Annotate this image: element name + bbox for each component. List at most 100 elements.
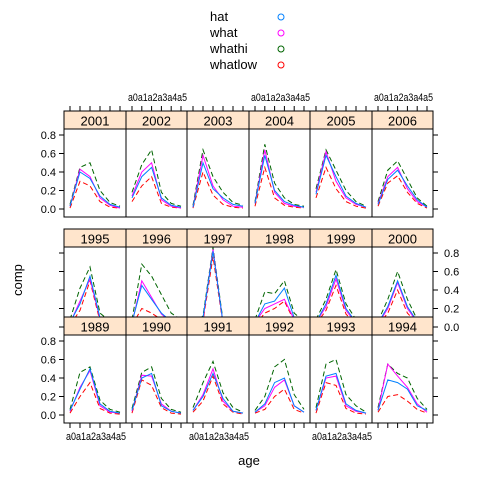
panel-grid: 2001 2002 2003 2004 2005 2006 1995 1996 1997 1998…: [63, 110, 434, 424]
series-what-2005: [315, 149, 367, 208]
strip-label-1997: 1997: [204, 232, 233, 247]
strip-label-2005: 2005: [327, 114, 356, 129]
y-tick-label: 0.6: [41, 355, 56, 367]
series-whathi-1995: [69, 265, 121, 325]
y-tick-label: 0.4: [444, 285, 459, 297]
series-whathi-1999: [315, 267, 367, 325]
strip-label-2003: 2003: [204, 114, 233, 129]
y-tick-label: 0.0: [41, 204, 56, 216]
series-whatlow-1990: [131, 379, 182, 415]
axes: 0.0 0.2 0.4 0.6 0.8 0.0 0.2 0.4 0.6 0.8 0.0 0.2 0.4 0…: [41, 92, 460, 443]
series-whathi-2005: [315, 148, 367, 207]
series-whathi-2001: [69, 162, 121, 207]
strip-label-1994: 1994: [388, 320, 417, 335]
plot-frame-2003: [186, 128, 250, 218]
strip-label-1990: 1990: [142, 320, 171, 335]
series-whathi-1998: [254, 279, 305, 322]
strip-label-2006: 2006: [388, 114, 417, 129]
series-whatlow-1998: [254, 300, 305, 326]
strip-label-1993: 1993: [327, 320, 356, 335]
plot-frame-1989: [63, 334, 127, 424]
plot-frame-2002: [125, 128, 188, 218]
series-whatlow-2006: [377, 174, 428, 209]
legend-marker-whatlow: [277, 61, 285, 69]
plot-frame-2001: [63, 128, 127, 218]
panel-2002: 2002: [125, 110, 188, 218]
legend-label-what: what: [209, 25, 238, 40]
y-tick-label: 0.8: [444, 248, 459, 260]
panel-1991: 1991: [186, 316, 250, 424]
strip-label-2001: 2001: [81, 114, 110, 129]
x-tick-labels: a0a1a2a3a4a5: [251, 92, 310, 104]
x-tick-labels: a0a1a2a3a4a5: [312, 431, 372, 443]
strip-label-1989: 1989: [81, 320, 110, 335]
series-whathi-2006: [377, 160, 428, 207]
series-whatlow-2004: [254, 165, 305, 209]
legend-marker-hat: [277, 13, 285, 21]
series-whathi-2002: [131, 148, 182, 207]
series-whathi-1996: [131, 262, 182, 321]
strip-label-2000: 2000: [388, 232, 417, 247]
series-what-1989: [69, 369, 121, 414]
series-whathi-1989: [69, 366, 121, 413]
panel-1993: 1993: [309, 316, 373, 424]
panel-2004: 2004: [248, 110, 311, 218]
series-hat-1990: [131, 372, 182, 414]
series-hat-2003: [192, 161, 244, 208]
plot-frame-1994: [371, 334, 434, 424]
y-tick-label: 0.6: [444, 267, 459, 279]
series-whathi-2003: [192, 147, 244, 206]
x-tick-labels: a0a1a2a3a4a5: [189, 431, 249, 443]
series-whathi-1990: [131, 366, 182, 413]
series-what-1994: [377, 362, 428, 413]
series-whatlow-1994: [377, 394, 428, 414]
legend-marker-what: [277, 29, 285, 37]
series-whatlow-2005: [315, 166, 367, 209]
y-tick-label: 0.0: [41, 410, 56, 422]
strip-label-2004: 2004: [265, 114, 294, 129]
panel-2006: 2006: [371, 110, 434, 218]
series-whatlow-1989: [69, 381, 121, 415]
strip-label-1996: 1996: [142, 232, 171, 247]
y-tick-label: 0.2: [41, 392, 56, 404]
series-whatlow-2003: [192, 170, 244, 209]
y-tick-label: 0.8: [41, 336, 56, 348]
series-whatlow-1992: [254, 388, 305, 414]
panel-2001: 2001: [63, 110, 127, 218]
x-tick-labels: a0a1a2a3a4a5: [374, 92, 433, 104]
series-whatlow-1997: [192, 256, 243, 327]
y-tick-label: 0.2: [444, 304, 459, 316]
series-hat-1989: [69, 367, 121, 414]
y-tick-label: 0.4: [41, 373, 56, 385]
panel-2005: 2005: [309, 110, 373, 218]
series-what-2004: [254, 149, 305, 208]
series-hat-2002: [131, 166, 182, 208]
series-what-1993: [315, 375, 367, 414]
plot-frame-2006: [371, 128, 434, 218]
series-hat-1997: [192, 251, 244, 327]
x-tick-labels: a0a1a2a3a4a5: [66, 431, 126, 443]
strip-label-2002: 2002: [142, 114, 171, 129]
series-whatlow-2001: [69, 180, 121, 209]
series-hat-2001: [69, 171, 121, 208]
series-hat-2004: [254, 155, 305, 208]
panel-2000: 2000: [371, 228, 434, 336]
panel-2003: 2003: [186, 110, 250, 218]
y-tick-label: 0.6: [41, 149, 56, 161]
panel-1992: 1992: [248, 316, 311, 424]
plot-frame-1990: [125, 334, 188, 424]
y-tick-label: 0.0: [444, 322, 459, 334]
series-whatlow-2002: [131, 175, 182, 209]
series-hat-1991: [192, 372, 244, 414]
x-tick-labels: a0a1a2a3a4a5: [128, 92, 187, 104]
plot-frame-2005: [309, 128, 373, 218]
series-hat-2005: [315, 153, 367, 208]
legend-marker-whathi: [277, 45, 285, 53]
y-tick-label: 0.8: [41, 130, 56, 142]
series-hat-1992: [254, 377, 305, 413]
series-hat-1993: [315, 372, 367, 414]
legend-label-hat: hat: [210, 9, 228, 24]
panel-1989: 1989: [63, 316, 127, 424]
